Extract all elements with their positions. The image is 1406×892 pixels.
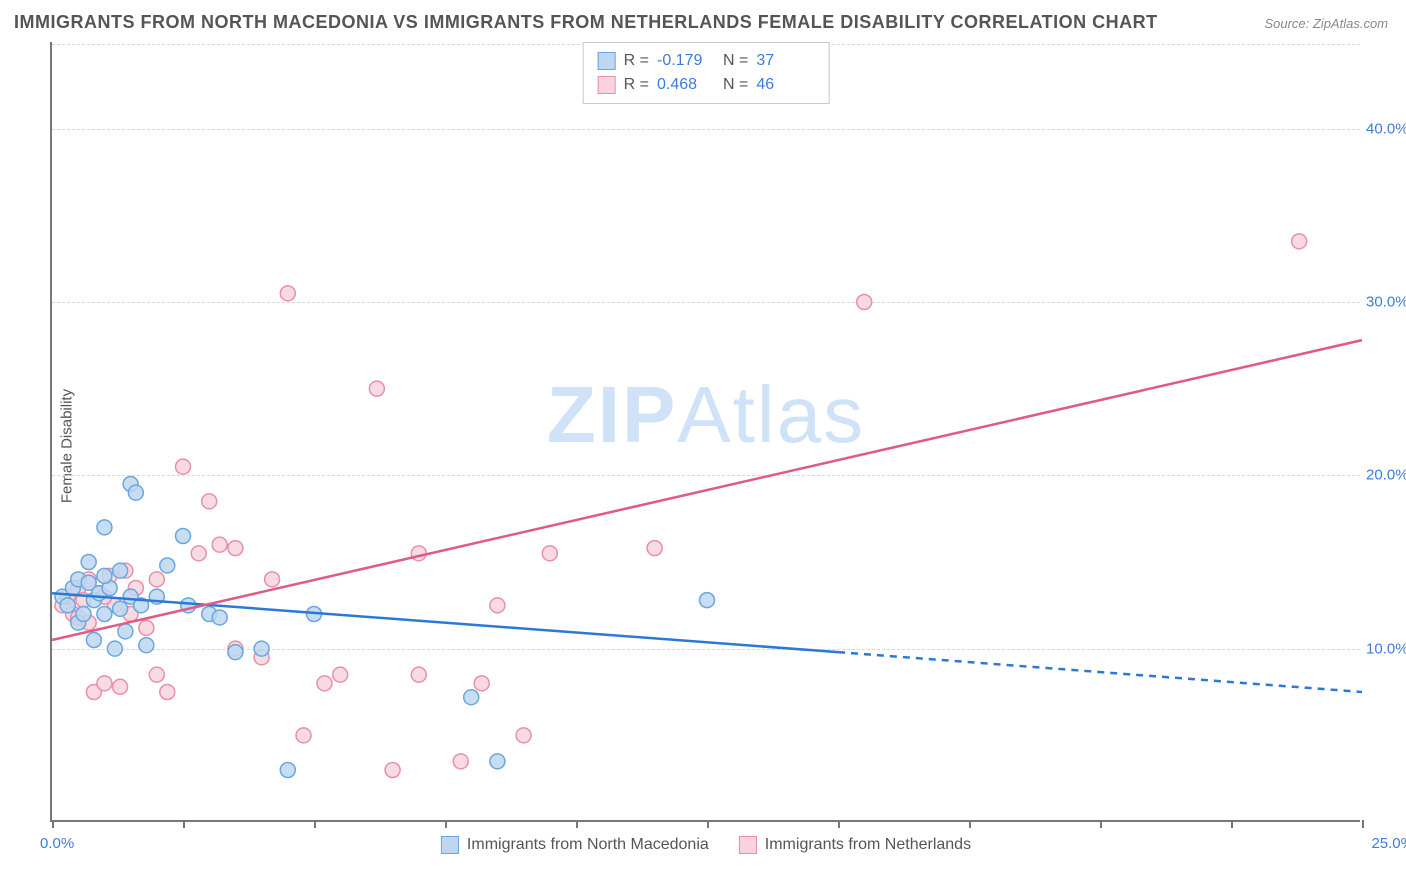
x-tick <box>838 820 840 828</box>
x-tick <box>707 820 709 828</box>
data-point-netherlands <box>490 598 505 613</box>
data-point-macedonia <box>160 558 175 573</box>
r-label: R = <box>624 49 649 73</box>
y-tick-label: 20.0% <box>1366 467 1406 484</box>
data-point-netherlands <box>280 286 295 301</box>
data-point-netherlands <box>542 546 557 561</box>
data-point-netherlands <box>516 728 531 743</box>
legend-label-netherlands: Immigrants from Netherlands <box>765 836 971 854</box>
data-point-netherlands <box>385 763 400 778</box>
data-point-macedonia <box>76 607 91 622</box>
data-point-macedonia <box>464 690 479 705</box>
data-point-netherlands <box>474 676 489 691</box>
data-point-netherlands <box>176 459 191 474</box>
data-point-netherlands <box>228 541 243 556</box>
n-label-2: N = <box>723 73 748 97</box>
data-point-netherlands <box>139 620 154 635</box>
legend-swatch-macedonia <box>441 836 459 854</box>
r-value-netherlands: 0.468 <box>657 73 715 97</box>
data-point-macedonia <box>97 520 112 535</box>
data-point-macedonia <box>60 598 75 613</box>
data-point-netherlands <box>149 572 164 587</box>
x-tick <box>969 820 971 828</box>
data-point-macedonia <box>86 633 101 648</box>
data-point-netherlands <box>160 685 175 700</box>
data-point-netherlands <box>333 667 348 682</box>
x-axis-label-min: 0.0% <box>40 835 74 852</box>
x-axis-label-max: 25.0% <box>1371 835 1406 852</box>
data-point-macedonia <box>176 529 191 544</box>
n-value-netherlands: 46 <box>756 73 814 97</box>
data-point-macedonia <box>280 763 295 778</box>
data-point-macedonia <box>97 568 112 583</box>
chart-svg <box>52 42 1360 820</box>
data-point-macedonia <box>700 593 715 608</box>
data-point-netherlands <box>647 541 662 556</box>
data-point-netherlands <box>317 676 332 691</box>
data-point-macedonia <box>113 563 128 578</box>
stats-row-netherlands: R = 0.468 N = 46 <box>598 73 815 97</box>
data-point-macedonia <box>107 641 122 656</box>
data-point-netherlands <box>212 537 227 552</box>
legend-label-macedonia: Immigrants from North Macedonia <box>467 836 709 854</box>
data-point-netherlands <box>411 667 426 682</box>
swatch-macedonia <box>598 52 616 70</box>
data-point-macedonia <box>97 607 112 622</box>
r-value-macedonia: -0.179 <box>657 49 715 73</box>
trend-line-macedonia <box>52 593 838 652</box>
y-tick-label: 10.0% <box>1366 640 1406 657</box>
data-point-netherlands <box>1292 234 1307 249</box>
data-point-netherlands <box>113 679 128 694</box>
x-tick <box>183 820 185 828</box>
swatch-netherlands <box>598 76 616 94</box>
n-label: N = <box>723 49 748 73</box>
y-tick-label: 40.0% <box>1366 120 1406 137</box>
legend-swatch-netherlands <box>739 836 757 854</box>
data-point-netherlands <box>97 676 112 691</box>
x-tick <box>445 820 447 828</box>
plot-area: ZIPAtlas 10.0%20.0%30.0%40.0% R = -0.179… <box>50 42 1360 822</box>
data-point-netherlands <box>857 295 872 310</box>
x-tick <box>1100 820 1102 828</box>
data-point-macedonia <box>118 624 133 639</box>
data-point-netherlands <box>296 728 311 743</box>
x-tick <box>52 820 54 828</box>
data-point-netherlands <box>453 754 468 769</box>
data-point-netherlands <box>191 546 206 561</box>
x-tick <box>576 820 578 828</box>
legend-item-netherlands: Immigrants from Netherlands <box>739 836 971 854</box>
x-tick <box>314 820 316 828</box>
data-point-macedonia <box>228 645 243 660</box>
n-value-macedonia: 37 <box>756 49 814 73</box>
y-tick-label: 30.0% <box>1366 294 1406 311</box>
data-point-macedonia <box>128 485 143 500</box>
data-point-macedonia <box>212 610 227 625</box>
bottom-legend: Immigrants from North Macedonia Immigran… <box>441 836 971 854</box>
data-point-macedonia <box>490 754 505 769</box>
data-point-netherlands <box>369 381 384 396</box>
chart-title: IMMIGRANTS FROM NORTH MACEDONIA VS IMMIG… <box>14 12 1158 33</box>
stats-row-macedonia: R = -0.179 N = 37 <box>598 49 815 73</box>
stats-legend: R = -0.179 N = 37 R = 0.468 N = 46 <box>583 42 830 104</box>
data-point-netherlands <box>202 494 217 509</box>
data-point-netherlands <box>149 667 164 682</box>
r-label-2: R = <box>624 73 649 97</box>
data-point-macedonia <box>139 638 154 653</box>
data-point-netherlands <box>265 572 280 587</box>
data-point-macedonia <box>81 555 96 570</box>
data-point-netherlands <box>411 546 426 561</box>
trend-line-dash-macedonia <box>838 652 1362 692</box>
data-point-macedonia <box>113 601 128 616</box>
legend-item-macedonia: Immigrants from North Macedonia <box>441 836 709 854</box>
x-tick <box>1231 820 1233 828</box>
data-point-macedonia <box>254 641 269 656</box>
source-attribution: Source: ZipAtlas.com <box>1264 16 1388 31</box>
x-tick <box>1362 820 1364 828</box>
